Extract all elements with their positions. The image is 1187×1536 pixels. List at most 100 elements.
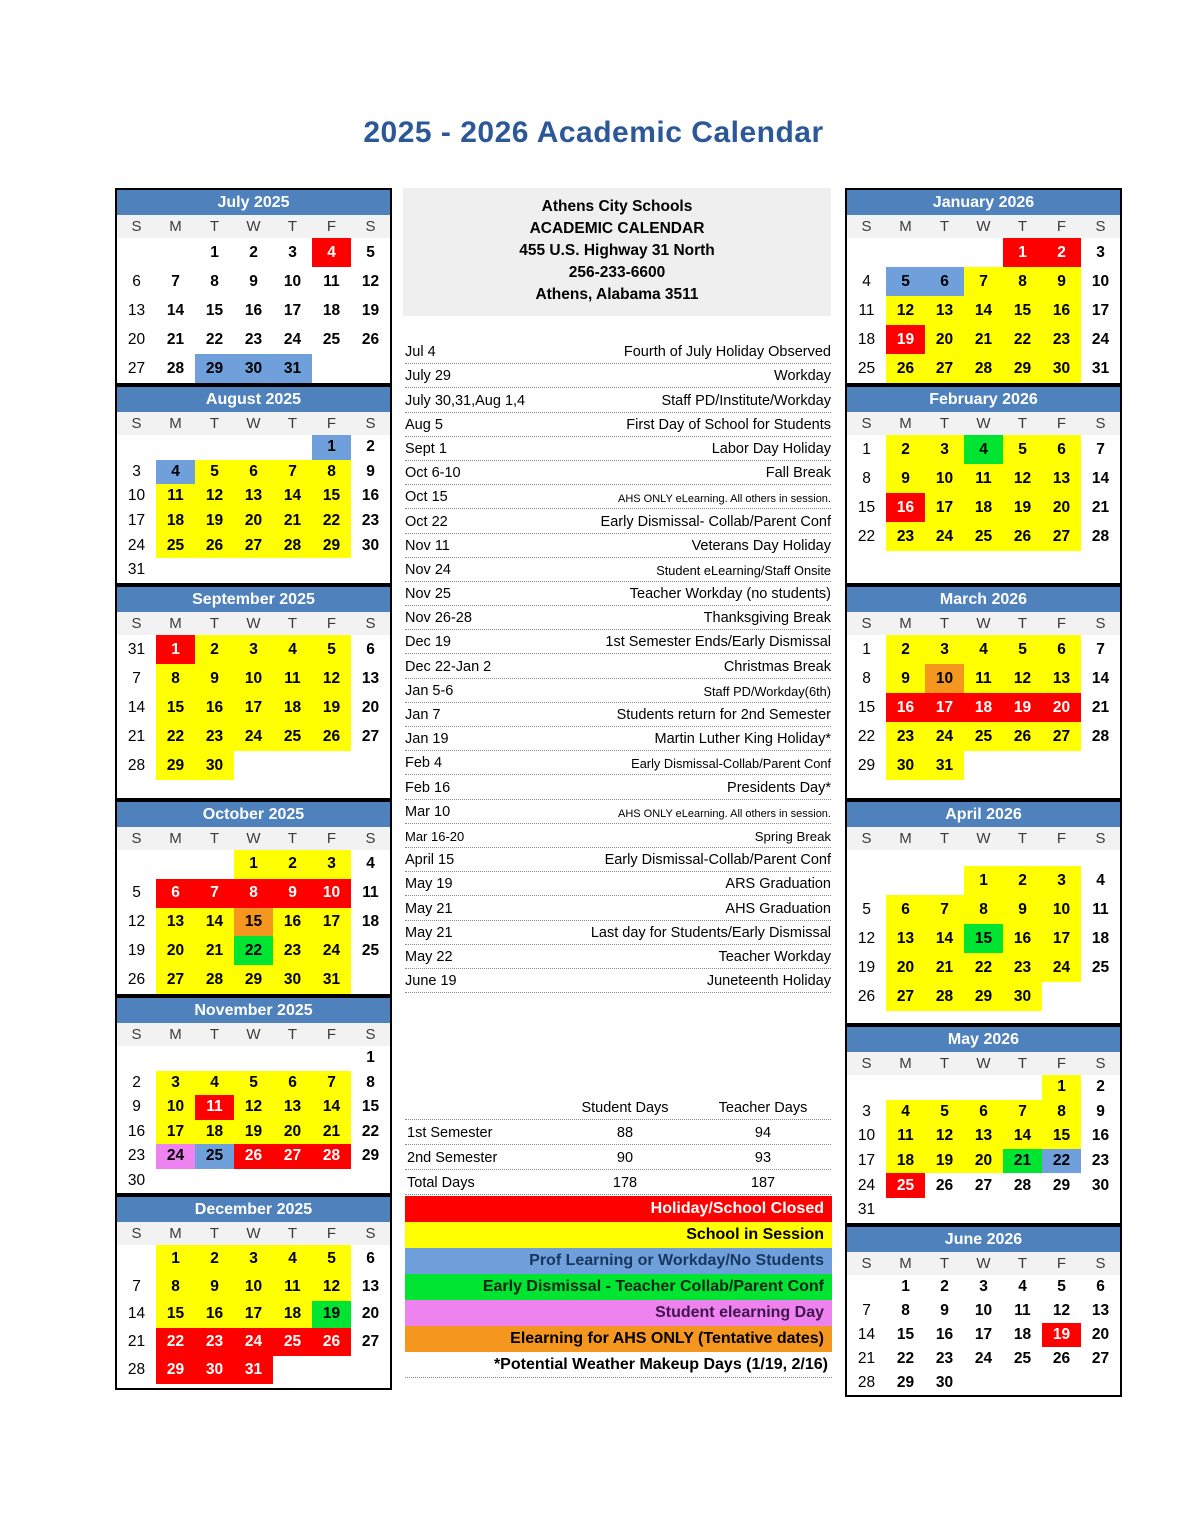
day-counts-value: 88 — [616, 1125, 634, 1141]
day-cell: 26 — [127, 970, 146, 988]
weekday-label: T — [939, 1255, 950, 1272]
weekday-label: M — [899, 1055, 912, 1072]
day-cell: 3 — [1096, 243, 1105, 261]
event-date: Oct 22 — [405, 513, 448, 530]
day-cell: 18 — [156, 508, 195, 534]
event-date: Jan 7 — [405, 707, 441, 723]
empty-day-cell — [195, 435, 234, 460]
event-date: July 29 — [405, 368, 451, 385]
day-cell: 18 — [1013, 1326, 1032, 1343]
day-cell: 28 — [1091, 527, 1110, 545]
day-cell: 26 — [886, 354, 925, 383]
empty-day-cell — [156, 1169, 195, 1194]
week-row: 22 23 24 25 26 27 28 — [847, 522, 1120, 551]
day-cell: 19 — [127, 941, 146, 959]
empty-day-cell — [312, 751, 351, 780]
day-cell: 18 — [322, 301, 341, 319]
day-cell: 11 — [323, 272, 340, 290]
day-cell: 8 — [156, 664, 195, 693]
day-cell: 10 — [283, 272, 302, 290]
empty-day-cell — [1042, 1198, 1081, 1223]
day-cell: 30 — [273, 965, 312, 994]
day-cell: 8 — [862, 469, 871, 487]
weekday-label: T — [287, 1026, 298, 1043]
day-cell: 11 — [1092, 900, 1109, 918]
day-cell: 24 — [283, 330, 302, 348]
weekday-label: T — [209, 830, 220, 847]
empty-day-cell — [273, 1046, 312, 1071]
day-cell: 13 — [273, 1095, 312, 1120]
day-cell: 7 — [1096, 440, 1105, 458]
weeks-grid: 1 2 3 4 5 6 7 8 9 10 11 12 13 14 15 16 17 18 19 20 21 22 23 24 2… — [117, 1245, 390, 1384]
day-cell: 1 — [312, 435, 351, 460]
day-cell: 7 — [132, 1277, 141, 1295]
weekday-label: M — [169, 615, 182, 632]
day-cell: 19 — [195, 508, 234, 534]
day-cell: 10 — [234, 664, 273, 693]
event-row: Mar 10 AHS ONLY eLearning. All others in … — [405, 800, 831, 824]
day-cell: 21 — [964, 325, 1003, 354]
empty-day-cell — [273, 435, 312, 460]
month-title: October 2025 — [117, 802, 390, 827]
day-cell: 16 — [273, 907, 312, 937]
day-cell: 26 — [935, 1176, 954, 1194]
day-cell: 30 — [1003, 982, 1042, 1011]
event-description: Workday — [774, 368, 831, 385]
day-cell: 1 — [862, 640, 871, 658]
day-cell: 6 — [925, 267, 964, 296]
event-description: Spring Break — [754, 828, 831, 844]
day-cell: 26 — [312, 722, 351, 751]
day-cell: 18 — [964, 493, 1003, 522]
day-cell: 26 — [1003, 722, 1042, 751]
day-cell: 12 — [925, 1124, 964, 1149]
day-cell: 10 — [1091, 272, 1110, 290]
weekday-label: F — [326, 1026, 337, 1043]
legend-row: Holiday/School Closed — [405, 1196, 832, 1222]
event-description: Early Dismissal-Collab/Parent Conf — [631, 756, 831, 772]
event-date: Dec 22-Jan 2 — [405, 658, 492, 675]
day-cell: 16 — [886, 493, 925, 522]
day-cell: 6 — [156, 878, 195, 908]
day-cell: 7 — [862, 1302, 871, 1319]
school-address: 455 U.S. Highway 31 North — [519, 242, 715, 259]
day-cell: 19 — [312, 693, 351, 722]
legend-row: Student elearning Day — [405, 1300, 832, 1326]
weekday-label: S — [1095, 218, 1106, 235]
legend-row: Elearning for AHS ONLY (Tentative dates) — [405, 1326, 832, 1352]
day-cell: 29 — [234, 965, 273, 994]
weekday-label: S — [1095, 415, 1106, 432]
weekday-label: S — [861, 1255, 872, 1272]
weekday-label: T — [1017, 415, 1028, 432]
day-cell: 23 — [1042, 325, 1081, 354]
week-row: 19 20 21 22 23 24 25 — [847, 953, 1120, 982]
empty-day-cell — [117, 238, 156, 267]
day-counts-row: 2nd Semester 90 93 — [405, 1145, 831, 1170]
day-cell: 5 — [925, 1099, 964, 1125]
day-cell: 1 — [366, 1049, 375, 1067]
day-counts-label: 1st Semester — [407, 1125, 493, 1141]
day-cell: 29 — [964, 982, 1003, 1011]
day-cell: 21 — [166, 330, 185, 348]
day-counts-table: Student Days Teacher Days 1st Semester 88… — [405, 1095, 831, 1195]
day-cell: 19 — [312, 1300, 351, 1329]
day-cell: 8 — [862, 669, 871, 687]
day-cell: 12 — [1003, 664, 1042, 693]
week-row: 7 8 9 10 11 12 13 — [117, 664, 390, 693]
weekday-label: W — [246, 1026, 261, 1043]
week-row: 1 — [117, 1046, 390, 1071]
day-cell: 5 — [1057, 1278, 1066, 1295]
day-cell: 22 — [156, 1328, 195, 1357]
day-cell: 20 — [964, 1148, 1003, 1174]
day-cell: 25 — [964, 522, 1003, 551]
day-cell: 16 — [1042, 296, 1081, 325]
day-cell: 24 — [1042, 953, 1081, 982]
empty-day-cell — [273, 751, 312, 780]
day-cell: 6 — [366, 640, 375, 658]
week-row: 28 29 30 — [847, 1371, 1120, 1395]
day-cell: 4 — [273, 635, 312, 664]
day-cell: 23 — [1003, 953, 1042, 982]
day-cell: 27 — [156, 965, 195, 994]
